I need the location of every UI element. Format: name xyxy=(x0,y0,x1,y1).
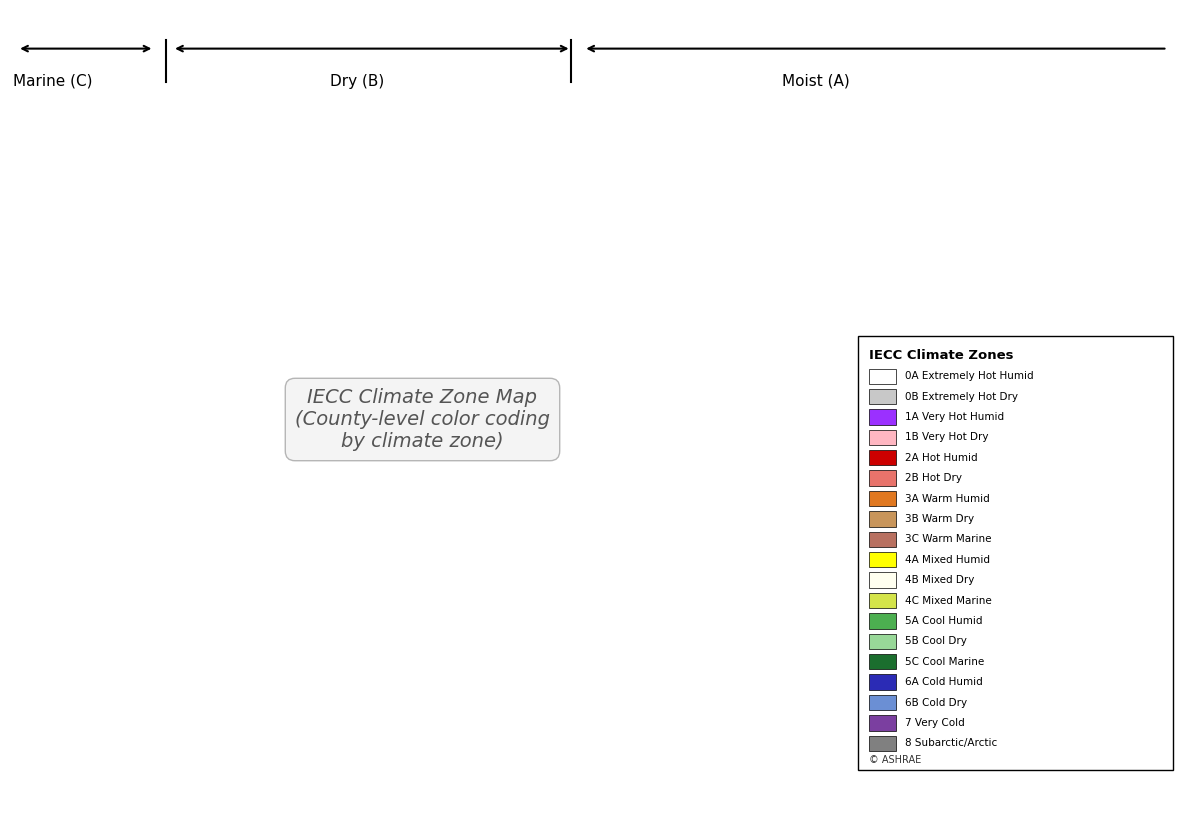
Bar xyxy=(870,593,895,608)
Bar xyxy=(870,491,895,506)
Text: 5A Cool Humid: 5A Cool Humid xyxy=(905,616,983,626)
Bar xyxy=(870,572,895,588)
Text: Moist (A): Moist (A) xyxy=(782,74,850,89)
Bar xyxy=(870,654,895,670)
Bar xyxy=(870,613,895,628)
Text: 6A Cold Humid: 6A Cold Humid xyxy=(905,677,983,687)
Bar xyxy=(870,675,895,690)
Bar xyxy=(870,368,895,383)
Bar xyxy=(870,633,895,649)
Bar xyxy=(870,409,895,425)
Text: 5B Cool Dry: 5B Cool Dry xyxy=(905,636,967,646)
Text: 3C Warm Marine: 3C Warm Marine xyxy=(905,534,991,545)
Bar xyxy=(870,716,895,731)
Text: 2A Hot Humid: 2A Hot Humid xyxy=(905,453,978,463)
Text: 8 Subarctic/Arctic: 8 Subarctic/Arctic xyxy=(905,738,997,748)
Bar xyxy=(870,695,895,710)
Bar xyxy=(870,736,895,751)
Bar xyxy=(870,532,895,547)
Text: Dry (B): Dry (B) xyxy=(330,74,384,89)
Text: IECC Climate Zones: IECC Climate Zones xyxy=(870,349,1014,362)
Text: 1A Very Hot Humid: 1A Very Hot Humid xyxy=(905,412,1004,422)
Text: 4B Mixed Dry: 4B Mixed Dry xyxy=(905,576,974,585)
Text: 3B Warm Dry: 3B Warm Dry xyxy=(905,514,974,524)
Bar xyxy=(870,552,895,567)
Text: © ASHRAE: © ASHRAE xyxy=(870,755,922,765)
Text: 4C Mixed Marine: 4C Mixed Marine xyxy=(905,596,992,606)
Bar xyxy=(870,430,895,445)
Bar xyxy=(870,450,895,466)
Text: 7 Very Cold: 7 Very Cold xyxy=(905,718,965,728)
Bar xyxy=(870,471,895,486)
Text: Marine (C): Marine (C) xyxy=(13,74,92,89)
Text: 5C Cool Marine: 5C Cool Marine xyxy=(905,657,984,667)
Text: 1B Very Hot Dry: 1B Very Hot Dry xyxy=(905,432,989,442)
Text: 4A Mixed Humid: 4A Mixed Humid xyxy=(905,555,990,565)
Text: 6B Cold Dry: 6B Cold Dry xyxy=(905,697,967,707)
Text: 0B Extremely Hot Dry: 0B Extremely Hot Dry xyxy=(905,392,1019,402)
Text: 3A Warm Humid: 3A Warm Humid xyxy=(905,493,990,503)
Text: 2B Hot Dry: 2B Hot Dry xyxy=(905,473,962,483)
Text: 0A Extremely Hot Humid: 0A Extremely Hot Humid xyxy=(905,371,1034,381)
Bar xyxy=(870,389,895,404)
Bar xyxy=(870,511,895,527)
Text: IECC Climate Zone Map
(County-level color coding
by climate zone): IECC Climate Zone Map (County-level colo… xyxy=(295,388,550,451)
FancyBboxPatch shape xyxy=(858,336,1174,769)
